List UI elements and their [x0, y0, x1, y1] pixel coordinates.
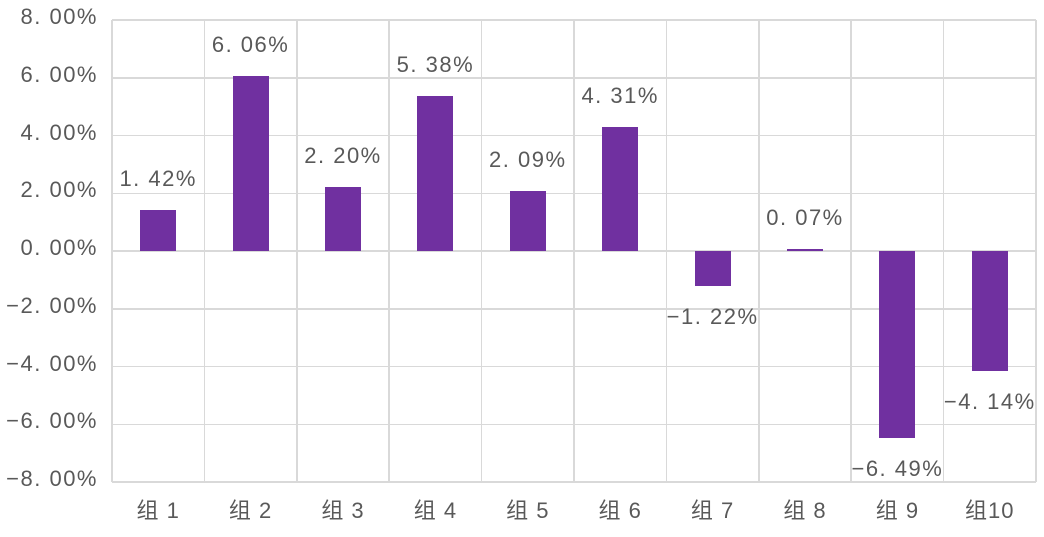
bar	[787, 248, 823, 251]
y-axis-tick-label: 2. 00%	[20, 177, 98, 203]
y-axis-tick-label: −8. 00%	[6, 466, 98, 491]
bar-value-label: −6. 49%	[851, 456, 944, 482]
bar	[417, 95, 454, 251]
gridline-vertical	[111, 20, 113, 482]
bar	[602, 126, 639, 251]
bar-value-label: 6. 06%	[211, 32, 290, 58]
x-axis-category-label: 组 6	[598, 498, 642, 523]
bar-value-label: 0. 07%	[766, 204, 844, 230]
gridline-vertical	[1035, 20, 1037, 482]
x-axis-category-label: 组 1	[136, 498, 180, 523]
bar-value-label: −1. 22%	[666, 304, 759, 330]
gridline-horizontal	[112, 481, 1036, 483]
bar	[232, 76, 269, 251]
y-axis-tick-label: 6. 00%	[20, 61, 98, 87]
x-axis-category-label: 组 5	[506, 498, 550, 523]
x-axis-category-label: 组10	[965, 498, 1015, 523]
bar-value-label: 4. 31%	[581, 82, 659, 108]
y-axis-tick-label: 4. 00%	[20, 119, 98, 145]
y-axis-tick-label: −2. 00%	[6, 292, 98, 318]
x-axis-category-label: 组 2	[228, 498, 273, 523]
bar	[140, 209, 177, 251]
bar	[879, 251, 916, 439]
bar	[509, 190, 546, 251]
y-axis-tick-label: 0. 00%	[20, 235, 98, 260]
gridline-vertical	[573, 20, 575, 482]
x-axis-category-label: 组 3	[321, 498, 365, 523]
gridline-vertical	[203, 20, 206, 482]
bar-value-label: −4. 14%	[943, 388, 1036, 414]
y-axis-tick-label: −6. 00%	[6, 408, 98, 434]
x-axis-category-label: 组 7	[690, 498, 735, 523]
bar	[971, 251, 1008, 371]
gridline-vertical	[296, 20, 298, 482]
bar	[325, 187, 361, 251]
gridline-vertical	[942, 20, 945, 482]
y-axis-tick-label: 8. 00%	[20, 4, 98, 29]
gridline-vertical	[850, 20, 852, 482]
bar-value-label: 5. 38%	[396, 51, 475, 77]
gridline-vertical	[758, 20, 760, 482]
x-axis-category-label: 组 4	[413, 498, 458, 523]
bar-value-label: 2. 09%	[489, 146, 567, 172]
y-axis-tick-label: −4. 00%	[6, 350, 98, 376]
bar-value-label: 1. 42%	[119, 165, 197, 191]
gridline-vertical	[480, 20, 483, 482]
x-axis-category-label: 组 9	[875, 498, 920, 523]
bar-value-label: 2. 20%	[304, 143, 382, 169]
bar	[694, 251, 731, 287]
x-axis-category-label: 组 8	[783, 498, 827, 523]
gridline-vertical	[665, 20, 668, 482]
gridline-vertical	[388, 20, 390, 482]
